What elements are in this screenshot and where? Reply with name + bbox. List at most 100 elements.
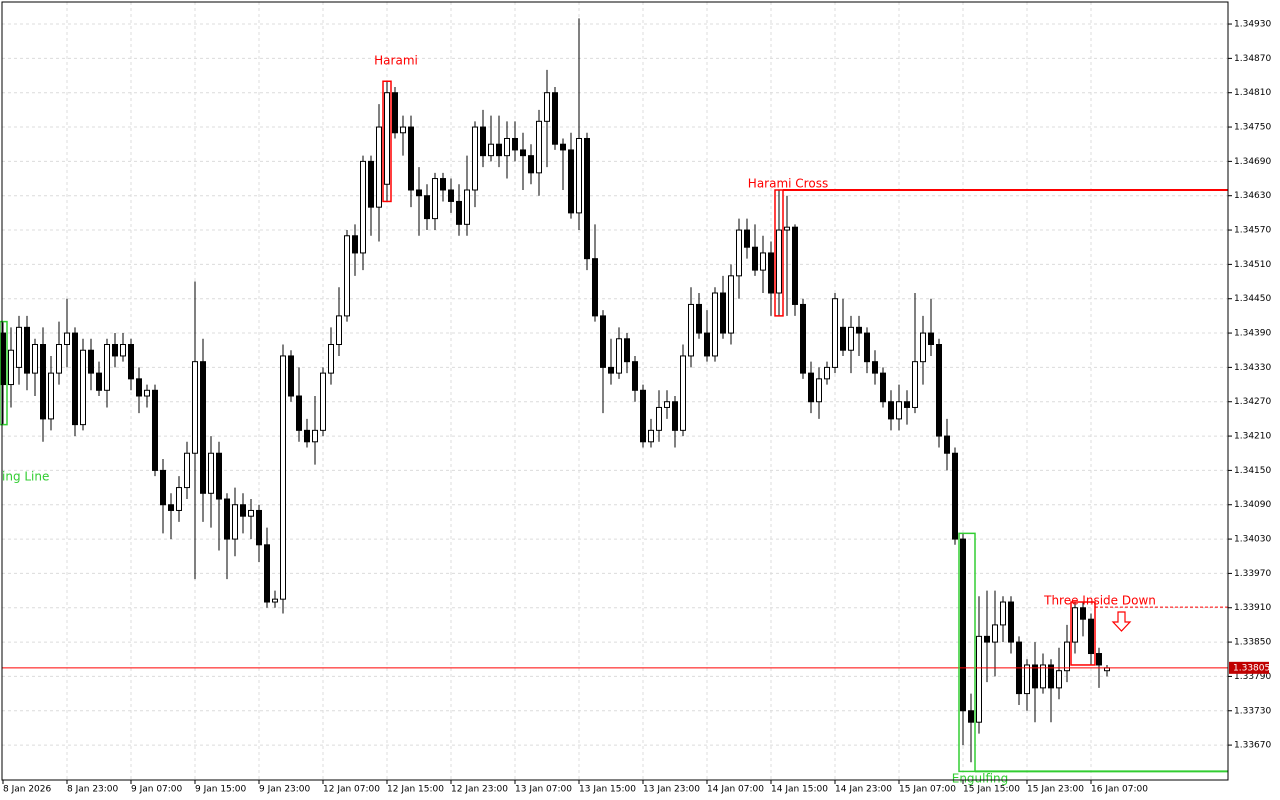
candles [0, 18, 1110, 763]
bear-body [416, 189, 422, 197]
bull-body [280, 355, 286, 600]
bull-body [648, 429, 654, 443]
bear-body [72, 332, 78, 426]
bear-body [128, 344, 134, 380]
y-tick-label: 1.34450 [1234, 294, 1271, 304]
bear-body [88, 349, 94, 374]
bull-body [8, 349, 14, 386]
bear-body [200, 361, 206, 494]
bear-body [288, 355, 294, 397]
bull-body [824, 366, 830, 380]
bull-body [896, 401, 902, 420]
x-tick-label: 15 Jan 23:00 [1027, 785, 1084, 795]
bear-body [528, 155, 534, 174]
bear-body [1080, 607, 1086, 620]
bear-body [640, 389, 646, 443]
bear-body [608, 366, 614, 374]
bear-body [216, 452, 222, 500]
bear-body [984, 635, 990, 643]
bear-body [840, 326, 846, 351]
bear-body [808, 372, 814, 403]
y-tick-label: 1.34750 [1234, 123, 1271, 133]
x-tick-label: 14 Jan 15:00 [771, 785, 828, 795]
bull-body [120, 344, 126, 357]
price-tag [1229, 661, 1269, 674]
bear-body [224, 498, 230, 540]
bull-body [1024, 664, 1030, 695]
bull-body [504, 137, 510, 157]
bear-body [792, 226, 798, 305]
bear-body [448, 189, 454, 202]
bull-body [328, 344, 334, 374]
bear-body [240, 504, 246, 517]
bull-body [192, 361, 198, 454]
y-tick-label: 1.34330 [1234, 363, 1271, 373]
bull-body [576, 137, 582, 214]
bear-body [304, 429, 310, 443]
bull-body [80, 349, 86, 426]
bear-body [1032, 664, 1038, 689]
bear-body [1008, 601, 1014, 643]
bear-body [456, 200, 462, 225]
y-tick-label: 1.34090 [1234, 500, 1271, 510]
bull-body [248, 509, 254, 517]
bear-body [880, 372, 886, 403]
bear-body [752, 246, 758, 271]
pattern-label: Three Inside Down [1043, 594, 1156, 608]
x-tick-label: 13 Jan 07:00 [515, 785, 572, 795]
pattern-label: Harami [374, 54, 418, 68]
y-tick-label: 1.34030 [1234, 535, 1271, 545]
bull-body [56, 344, 62, 374]
bull-body [384, 92, 390, 185]
bull-body [760, 252, 766, 271]
y-tick-label: 1.34150 [1234, 466, 1271, 476]
bear-body [696, 303, 702, 334]
bull-body [104, 344, 110, 391]
pattern-box [382, 80, 392, 203]
pattern-label: Engulfing [952, 772, 1009, 786]
y-tick-label: 1.34270 [1234, 397, 1271, 407]
bull-body [376, 126, 382, 208]
bull-body [776, 229, 782, 294]
bear-body [480, 126, 486, 157]
bear-body [1088, 618, 1094, 655]
bear-body [864, 332, 870, 363]
bear-body [496, 143, 502, 157]
bull-body [48, 372, 54, 420]
y-tick-label: 1.34870 [1234, 54, 1271, 64]
price-tag-label: 1.33805 [1233, 663, 1270, 673]
bear-body [936, 344, 942, 437]
bear-body [368, 160, 374, 208]
bull-body [536, 120, 542, 174]
bull-body [176, 487, 182, 511]
bull-body [16, 326, 22, 368]
bear-body [424, 195, 430, 220]
bear-body [632, 361, 638, 391]
y-tick-label: 1.34390 [1234, 329, 1271, 339]
bear-body [672, 401, 678, 431]
y-tick-label: 1.34930 [1234, 20, 1271, 30]
bull-body [208, 452, 214, 494]
bull-body [472, 126, 478, 191]
bear-body [0, 332, 6, 386]
bull-body [1072, 607, 1078, 643]
bear-body [584, 137, 590, 260]
bull-body [360, 160, 366, 254]
bear-body [1096, 653, 1102, 666]
x-tick-label: 8 Jan 23:00 [67, 785, 119, 795]
bull-body [272, 598, 278, 603]
bull-body [920, 332, 926, 363]
bear-body [592, 258, 598, 317]
bull-body [736, 229, 742, 277]
bull-body [32, 344, 38, 374]
bear-body [888, 401, 894, 420]
bear-body [96, 372, 102, 391]
bear-body [856, 326, 862, 334]
bear-body [552, 92, 558, 145]
bull-body [728, 275, 734, 334]
bull-body [432, 178, 438, 220]
bear-body [408, 126, 414, 191]
bull-body [848, 326, 854, 351]
x-tick-label: 16 Jan 07:00 [1091, 785, 1148, 795]
